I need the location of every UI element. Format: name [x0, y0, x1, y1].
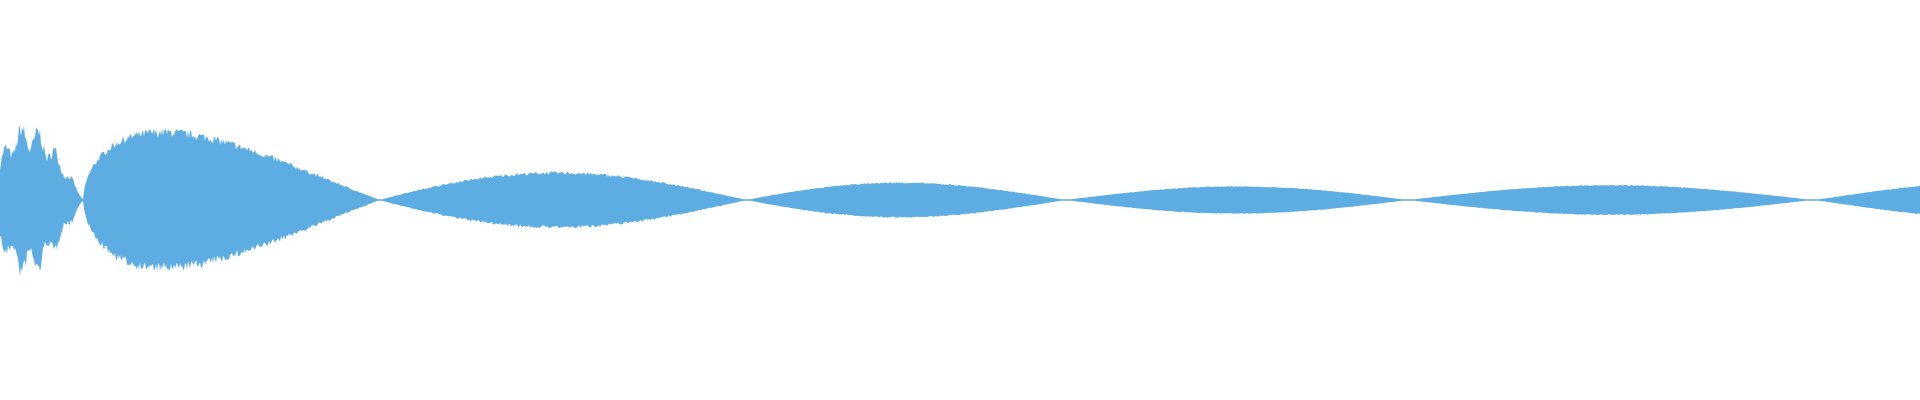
waveform: [0, 125, 1920, 276]
